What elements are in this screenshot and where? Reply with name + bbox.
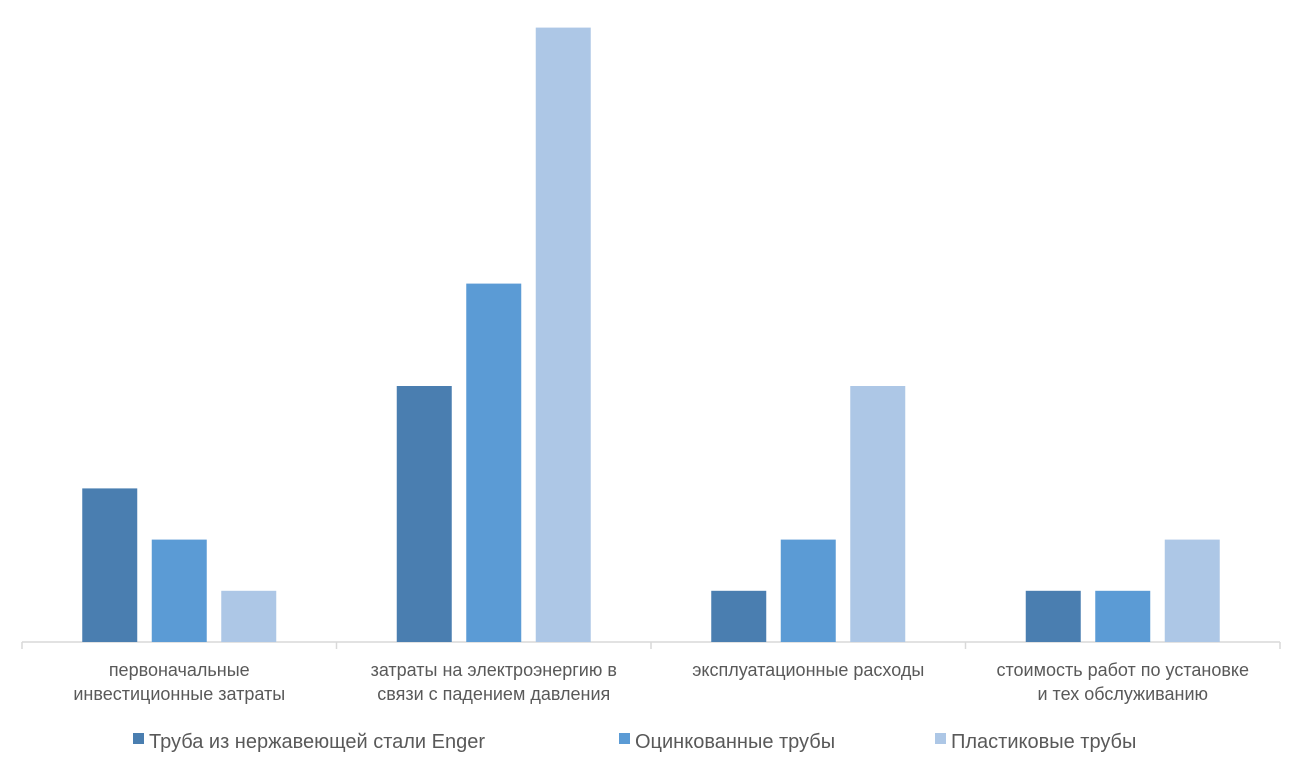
bar: [711, 590, 767, 642]
bar: [1025, 590, 1081, 642]
x-tick-label: первоначальные: [109, 660, 250, 680]
x-tick-label: инвестиционные затраты: [73, 684, 285, 704]
bar: [535, 27, 591, 643]
bar: [1095, 590, 1151, 642]
legend-swatch: [935, 733, 946, 744]
x-tick-label: стоимость работ по установке: [996, 660, 1249, 680]
bar: [1164, 539, 1220, 642]
legend-label: Пластиковые трубы: [951, 731, 1136, 753]
x-tick-label: затраты на электроэнергию в: [371, 660, 617, 680]
bar: [82, 488, 138, 642]
legend-label: Труба из нержавеющей стали Enger: [149, 731, 485, 753]
x-tick-label: и тех обслуживанию: [1038, 684, 1209, 704]
bar: [221, 590, 277, 642]
bar: [151, 539, 207, 642]
legend-swatch: [133, 733, 144, 744]
bar: [396, 386, 452, 642]
bar: [466, 283, 522, 642]
bar: [850, 386, 906, 642]
x-tick-label: эксплуатационные расходы: [692, 660, 924, 680]
legend-label: Оцинкованные трубы: [635, 731, 835, 753]
legend-swatch: [619, 733, 630, 744]
x-tick-label: связи с падением давления: [377, 684, 610, 704]
bar: [780, 539, 836, 642]
